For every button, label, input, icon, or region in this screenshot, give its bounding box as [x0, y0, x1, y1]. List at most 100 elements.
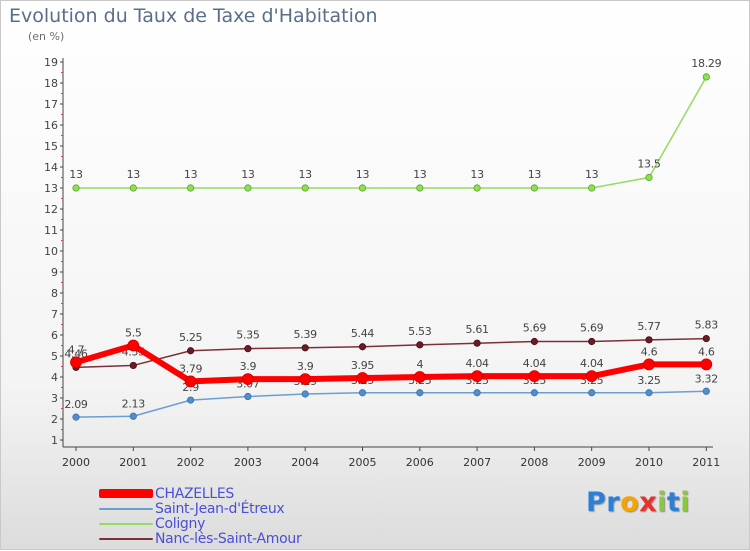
data-point-coligny [588, 184, 596, 192]
y-tick-label: 10 [44, 245, 58, 258]
data-label-nanc-les-saint-amour: 5.39 [294, 328, 318, 341]
data-point-saint-jean-d-etreux [645, 389, 653, 397]
data-point-saint-jean-d-etreux [301, 390, 309, 398]
data-label-saint-jean-d-etreux: 2.13 [122, 397, 146, 410]
proxiti-logo: Proxiti [586, 487, 690, 518]
data-label-chazelles: 4 [416, 358, 423, 371]
data-point-coligny [702, 73, 710, 81]
data-label-chazelles: 3.95 [351, 359, 375, 372]
series-line-saint-jean-d-etreux [75, 390, 707, 418]
y-tick-label: 2 [51, 413, 58, 426]
legend-swatch [99, 489, 153, 498]
data-label-nanc-les-saint-amour: 5.83 [695, 319, 719, 332]
logo-letter: t [666, 487, 681, 518]
x-tick-label: 2007 [463, 456, 491, 469]
x-tick-label: 2009 [578, 456, 606, 469]
data-point-chazelles [528, 370, 541, 383]
data-label-nanc-les-saint-amour: 5.25 [179, 331, 203, 344]
data-label-saint-jean-d-etreux: 2.09 [64, 398, 88, 411]
data-label-chazelles: 4.6 [641, 345, 658, 358]
y-tick-label: 17 [44, 98, 58, 111]
data-label-nanc-les-saint-amour: 5.44 [351, 327, 375, 340]
data-label-chazelles: 4.7 [68, 343, 85, 356]
data-point-chazelles [184, 375, 197, 388]
y-tick-label: 12 [44, 203, 58, 216]
data-label-chazelles: 4.04 [465, 357, 489, 370]
data-label-coligny: 13 [470, 168, 484, 181]
data-point-nanc-les-saint-amour [416, 341, 424, 349]
data-point-coligny [530, 184, 539, 192]
legend-swatch [99, 537, 153, 540]
data-label-chazelles: 3.9 [240, 360, 257, 373]
data-point-chazelles [643, 358, 655, 371]
chart-title: Evolution du Taux de Taxe d'Habitation [9, 5, 378, 27]
data-label-nanc-les-saint-amour: 5.69 [580, 322, 604, 335]
logo-letter: r [606, 487, 621, 518]
data-label-coligny: 18.29 [691, 57, 721, 70]
logo-letter: x [639, 487, 658, 518]
x-tick-label: 2004 [291, 456, 319, 469]
data-point-coligny [473, 184, 481, 192]
data-point-nanc-les-saint-amour [129, 361, 137, 370]
data-label-nanc-les-saint-amour: 5.61 [465, 323, 488, 336]
y-tick-label: 15 [44, 140, 58, 153]
legend-item: Saint-Jean-d'Étreux [99, 501, 301, 517]
y-tick-label: 9 [51, 266, 58, 279]
data-point-chazelles [413, 371, 426, 383]
data-point-coligny [301, 184, 309, 192]
logo-letter: o [620, 487, 640, 518]
y-tick-label: 18 [44, 77, 58, 90]
y-tick-label: 8 [51, 287, 58, 300]
y-tick-label: 16 [44, 119, 58, 132]
data-point-chazelles [700, 358, 713, 371]
data-point-nanc-les-saint-amour [244, 345, 252, 353]
data-point-saint-jean-d-etreux [358, 389, 367, 397]
data-label-nanc-les-saint-amour: 5.69 [523, 322, 547, 335]
data-label-chazelles: 4.04 [523, 357, 547, 370]
data-point-saint-jean-d-etreux [588, 389, 596, 397]
data-point-chazelles [356, 372, 369, 384]
x-tick-label: 2003 [234, 456, 262, 469]
x-tick-label: 2001 [119, 456, 147, 469]
y-tick-label: 13 [44, 182, 58, 195]
data-label-coligny: 13 [528, 168, 542, 181]
data-label-coligny: 13 [241, 168, 255, 181]
legend: CHAZELLES Saint-Jean-d'Étreux Coligny Nanc-… [99, 486, 302, 547]
data-point-chazelles [471, 370, 484, 383]
data-point-coligny [358, 184, 367, 192]
data-label-coligny: 13 [184, 168, 198, 181]
data-point-coligny [72, 184, 80, 192]
y-tick-label: 5 [51, 350, 58, 363]
data-point-coligny [129, 184, 137, 192]
data-label-nanc-les-saint-amour: 4.46 [64, 347, 88, 360]
legend-item: Coligny [99, 516, 301, 532]
y-tick-label: 7 [51, 308, 58, 321]
data-point-nanc-les-saint-amour [702, 334, 710, 343]
data-point-chazelles [241, 373, 254, 386]
x-tick-label: 2002 [177, 456, 205, 469]
data-label-saint-jean-d-etreux: 3.32 [695, 372, 718, 385]
data-label-coligny: 13.5 [637, 158, 661, 171]
legend-item: CHAZELLES [99, 486, 301, 502]
logo-letter: P [586, 487, 607, 518]
data-label-coligny: 13 [585, 168, 599, 181]
data-label-nanc-les-saint-amour: 5.53 [408, 325, 432, 338]
legend-swatch [99, 522, 153, 525]
data-point-coligny [645, 173, 653, 182]
y-tick-label: 4 [51, 371, 58, 384]
data-point-nanc-les-saint-amour [645, 336, 653, 344]
data-point-nanc-les-saint-amour [187, 347, 195, 355]
data-point-saint-jean-d-etreux [702, 387, 710, 395]
data-label-coligny: 13 [413, 168, 427, 181]
data-point-nanc-les-saint-amour [301, 344, 309, 352]
series-line-nanc-les-saint-amour [75, 337, 707, 369]
data-label-nanc-les-saint-amour: 5.77 [637, 320, 661, 333]
data-label-coligny: 13 [298, 168, 312, 181]
x-tick-label: 2000 [62, 456, 90, 469]
x-tick-label: 2011 [692, 456, 720, 469]
data-label-chazelles: 4.6 [698, 345, 715, 358]
data-point-nanc-les-saint-amour [530, 337, 539, 346]
data-label-coligny: 13 [69, 168, 83, 181]
